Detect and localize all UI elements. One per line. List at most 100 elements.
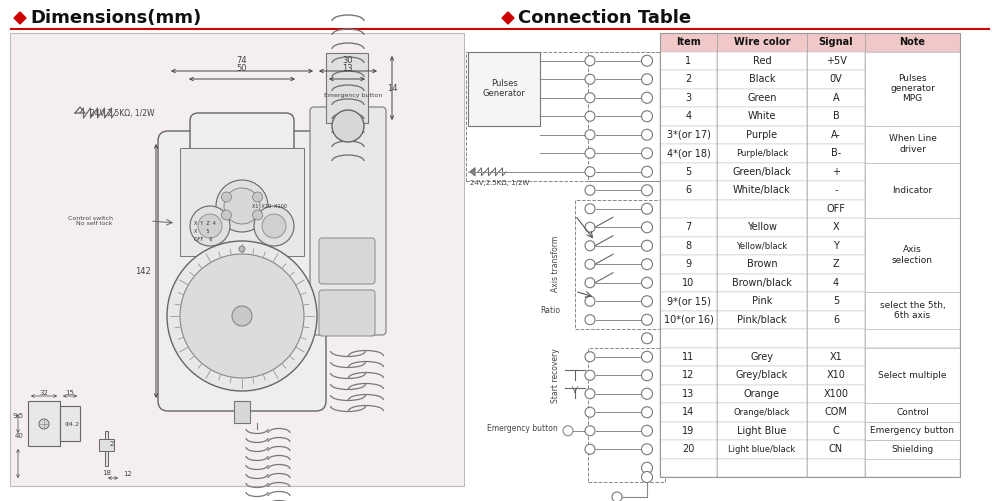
Bar [865, 89, 960, 107]
Bar [717, 458, 807, 477]
Text: Pulses
Generator: Pulses Generator [483, 79, 525, 98]
Text: Light Blue: Light Blue [737, 426, 787, 436]
Text: Y: Y [833, 241, 839, 250]
Text: Axis transform: Axis transform [551, 236, 560, 293]
Circle shape [39, 419, 49, 429]
Bar [807, 107, 865, 125]
Circle shape [612, 492, 622, 501]
FancyBboxPatch shape [158, 131, 326, 411]
Circle shape [585, 93, 595, 103]
Bar [660, 125, 717, 144]
Circle shape [642, 296, 652, 307]
Bar [660, 218, 717, 236]
Text: 8: 8 [685, 241, 692, 250]
Text: -: - [834, 185, 838, 195]
Circle shape [642, 462, 652, 473]
Text: Emergency button: Emergency button [324, 93, 382, 98]
Bar [865, 421, 960, 440]
Text: select the 5th,
6th axis: select the 5th, 6th axis [880, 301, 945, 320]
Bar [717, 218, 807, 236]
Circle shape [262, 214, 286, 238]
Polygon shape [502, 12, 514, 24]
Bar [865, 52, 960, 125]
Text: 13: 13 [682, 389, 695, 399]
Polygon shape [14, 12, 26, 24]
Circle shape [642, 351, 652, 362]
Text: X      5: X 5 [194, 228, 210, 233]
Bar [575, 199, 665, 329]
Text: Green: Green [747, 93, 777, 103]
Bar [717, 199, 807, 218]
Circle shape [585, 259, 595, 269]
Circle shape [642, 129, 652, 140]
Text: COM: COM [825, 407, 847, 417]
Text: 50: 50 [237, 64, 247, 73]
Bar [807, 89, 865, 107]
Text: Grey: Grey [750, 352, 774, 362]
Text: 3*(or 17): 3*(or 17) [667, 130, 710, 140]
Bar [660, 70, 717, 89]
Text: Φ4.2: Φ4.2 [65, 421, 80, 426]
Circle shape [642, 74, 652, 85]
Text: Yellow: Yellow [747, 222, 777, 232]
Bar [717, 329, 807, 348]
Text: 4: 4 [833, 278, 839, 288]
Circle shape [642, 111, 652, 122]
Bar [717, 236, 807, 255]
Circle shape [642, 388, 652, 399]
Bar [865, 440, 960, 458]
FancyBboxPatch shape [190, 113, 294, 154]
Bar [807, 421, 865, 440]
Bar [865, 199, 960, 218]
Circle shape [642, 425, 652, 436]
Bar [865, 162, 960, 218]
Circle shape [585, 315, 595, 325]
Text: Emergency button: Emergency button [870, 426, 954, 435]
Bar [865, 162, 960, 181]
Text: CN: CN [829, 444, 843, 454]
Text: Control switch
No self lock: Control switch No self lock [68, 215, 113, 226]
Bar [660, 329, 717, 348]
Bar [588, 348, 665, 482]
Bar [865, 348, 960, 366]
Bar [660, 348, 717, 366]
Bar [717, 181, 807, 199]
Text: Wire color: Wire color [734, 37, 790, 47]
Text: 40: 40 [15, 433, 24, 439]
Bar [717, 52, 807, 70]
Text: A: A [833, 93, 839, 103]
Circle shape [253, 192, 263, 202]
Text: Orange/black: Orange/black [734, 408, 790, 417]
Circle shape [585, 296, 595, 306]
Text: White: White [748, 111, 776, 121]
Circle shape [585, 389, 595, 399]
Text: 2: 2 [110, 441, 114, 447]
Bar [660, 89, 717, 107]
Circle shape [642, 148, 652, 159]
Circle shape [585, 56, 595, 66]
Bar [807, 70, 865, 89]
Text: 142: 142 [135, 267, 151, 276]
Circle shape [642, 55, 652, 66]
Circle shape [198, 214, 222, 238]
Circle shape [190, 206, 230, 246]
Bar [717, 440, 807, 458]
Text: Z: Z [833, 259, 839, 269]
Circle shape [642, 471, 652, 482]
Bar [105, 431, 108, 466]
Circle shape [167, 241, 317, 391]
Bar [28, 401, 60, 446]
Circle shape [585, 148, 595, 158]
Bar [807, 384, 865, 403]
Text: White/black: White/black [733, 185, 791, 195]
Text: Select multiple: Select multiple [878, 371, 947, 380]
Bar [717, 292, 807, 311]
FancyBboxPatch shape [319, 290, 375, 336]
Circle shape [585, 130, 595, 140]
Bar [660, 199, 717, 218]
Bar [660, 144, 717, 162]
Bar [865, 144, 960, 162]
Bar [660, 33, 717, 52]
Text: Pink: Pink [752, 296, 772, 306]
Bar [660, 458, 717, 477]
